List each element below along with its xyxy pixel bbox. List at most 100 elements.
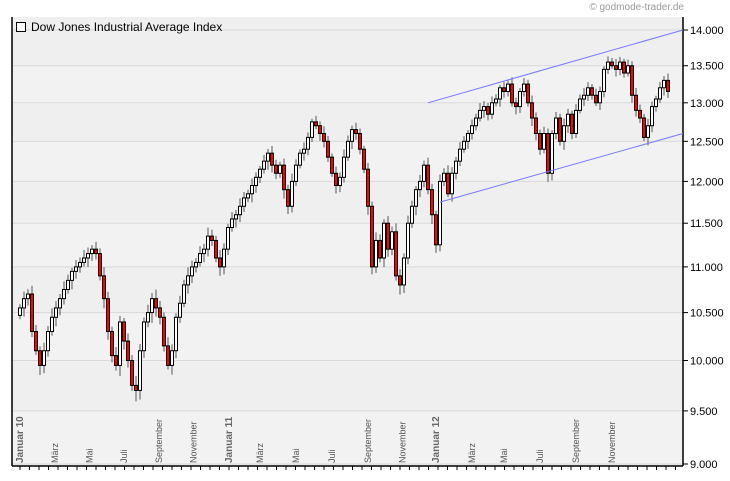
x-tick-label: Januar 12 xyxy=(431,416,442,463)
candle-body xyxy=(422,164,426,182)
candle-body xyxy=(62,288,66,300)
candle-body xyxy=(470,125,474,134)
candle-body xyxy=(150,298,154,314)
candle-body xyxy=(586,87,590,96)
candle-body xyxy=(630,65,634,96)
candle-body xyxy=(466,132,470,142)
x-tick-label: September xyxy=(363,419,373,463)
candle-body xyxy=(618,61,622,70)
candle-body xyxy=(502,87,506,93)
candle-body xyxy=(242,197,246,207)
candle-body xyxy=(270,152,274,166)
candle-body xyxy=(634,94,638,111)
plot-band xyxy=(12,223,683,267)
candle-body xyxy=(346,140,350,158)
candle-body xyxy=(170,350,174,366)
candle-body xyxy=(146,312,150,323)
candle-body xyxy=(102,275,106,300)
candle-body xyxy=(530,102,534,119)
copyright-notice: © godmode-trader.de xyxy=(589,2,684,13)
candle-body xyxy=(430,189,434,216)
candle-body xyxy=(230,218,234,229)
candle-body xyxy=(426,164,430,191)
candle-body xyxy=(598,91,602,104)
candle-body xyxy=(166,345,170,366)
candle-body xyxy=(322,132,326,142)
candle-body xyxy=(350,129,354,142)
candle-body xyxy=(370,205,374,268)
candle-body xyxy=(306,136,310,150)
candle-body xyxy=(18,307,22,316)
candle-body xyxy=(498,87,502,100)
candle-body xyxy=(138,350,142,391)
candle-body xyxy=(266,152,270,162)
candle-body xyxy=(126,340,130,362)
candle-body xyxy=(662,79,666,89)
candle-body xyxy=(354,129,358,134)
candle-body xyxy=(534,117,538,134)
candle-body xyxy=(282,164,286,191)
candle-body xyxy=(494,98,498,104)
candle-body xyxy=(66,279,70,290)
candle-body xyxy=(58,298,62,309)
candle-body xyxy=(290,180,294,207)
candle-body xyxy=(178,302,182,318)
candle-body xyxy=(542,132,546,150)
candle-body xyxy=(658,87,662,100)
candle-body xyxy=(218,257,222,268)
candle-body xyxy=(310,121,314,138)
candle-body xyxy=(666,79,670,93)
candle-body xyxy=(326,140,330,158)
candle-body xyxy=(558,117,562,142)
candle-body xyxy=(394,231,398,277)
candle-body xyxy=(434,214,438,246)
x-tick-label: Juli xyxy=(535,449,545,463)
y-tick-label: 10.000 xyxy=(690,356,724,368)
candle-body xyxy=(82,257,86,263)
y-tick-label: 9.500 xyxy=(690,406,718,418)
candle-body xyxy=(462,140,466,150)
candle-body xyxy=(198,253,202,263)
x-tick-label: September xyxy=(571,419,581,463)
candle-body xyxy=(50,316,54,332)
candle-body xyxy=(106,298,110,332)
x-tick-label: November xyxy=(397,421,407,463)
candle-body xyxy=(298,152,302,166)
x-tick-label: Juli xyxy=(327,449,337,463)
candle-body xyxy=(646,125,650,138)
candle-body xyxy=(330,156,334,174)
candle-body xyxy=(626,65,630,74)
candle-body xyxy=(374,239,378,268)
candle-body xyxy=(70,270,74,281)
candle-body xyxy=(258,168,262,178)
candle-body xyxy=(246,193,250,199)
candle-body xyxy=(518,91,522,108)
candle-body xyxy=(562,125,566,142)
candle-body xyxy=(294,164,298,182)
candle-body xyxy=(86,253,90,259)
candle-body xyxy=(194,261,198,268)
candle-body xyxy=(174,316,178,352)
candle-body xyxy=(318,125,322,134)
candle-body xyxy=(582,94,586,100)
x-tick-label: Juli xyxy=(119,449,129,463)
candle-body xyxy=(74,266,78,272)
candle-body xyxy=(34,330,38,352)
candle-body xyxy=(438,180,442,246)
candle-body xyxy=(22,298,26,309)
candle-body xyxy=(210,235,214,241)
candle-body xyxy=(446,172,450,195)
candle-body xyxy=(390,231,394,250)
candle-body xyxy=(26,293,30,300)
plot-band xyxy=(12,410,683,464)
x-tick-label: November xyxy=(189,421,199,463)
candle-body xyxy=(134,384,138,391)
candle-body xyxy=(362,148,366,170)
legend: Dow Jones Industrial Average Index xyxy=(16,20,222,34)
candle-body xyxy=(486,106,490,115)
candle-body xyxy=(590,87,594,96)
candle-body xyxy=(522,83,526,93)
x-tick-label: März xyxy=(467,443,477,463)
candle-body xyxy=(142,321,146,352)
